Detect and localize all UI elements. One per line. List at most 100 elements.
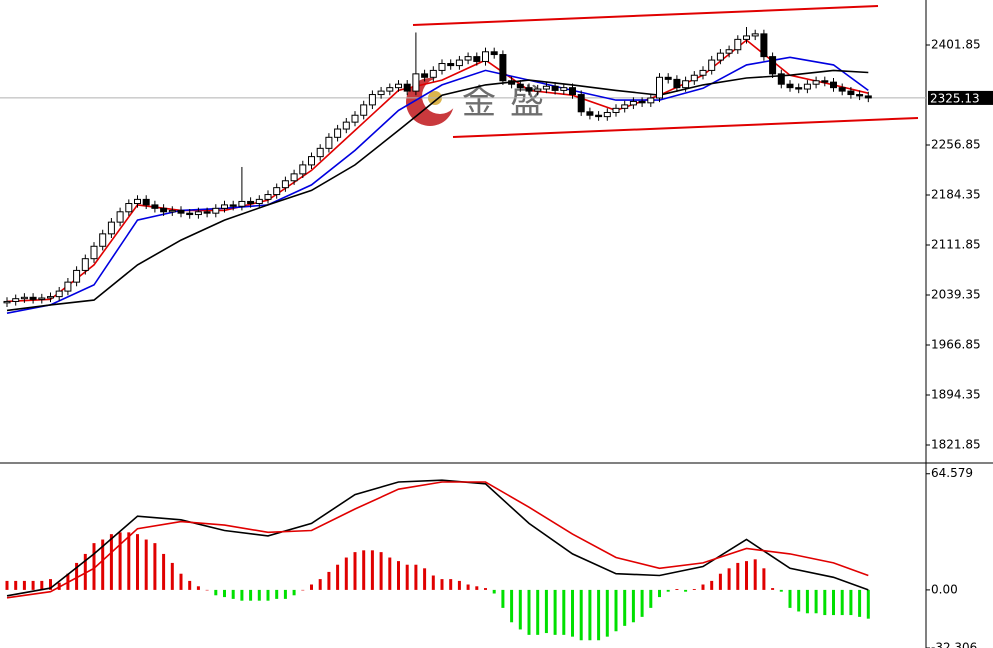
histogram-bar	[362, 550, 366, 590]
candle-body	[534, 88, 542, 92]
histogram-bar	[49, 579, 52, 590]
histogram-bar	[649, 589, 653, 608]
histogram-bar	[544, 589, 548, 634]
y-tick-label: 2039.35	[931, 288, 981, 302]
candle-body	[647, 97, 655, 104]
histogram-bar	[597, 589, 601, 641]
candle-body	[316, 147, 324, 158]
histogram-bar	[771, 588, 775, 590]
histogram-bar	[501, 589, 505, 608]
histogram-bar	[162, 553, 166, 590]
y-tick-label: 64.579	[931, 466, 973, 480]
candle-body	[308, 156, 315, 166]
histogram-bar	[388, 557, 392, 590]
histogram-bar	[823, 589, 827, 616]
candle-body	[238, 200, 246, 207]
candle-body	[656, 76, 663, 99]
histogram-bar	[127, 532, 131, 590]
histogram-bar	[240, 589, 244, 601]
histogram-bar	[336, 564, 340, 590]
candle-body	[342, 121, 350, 130]
histogram-bar	[301, 589, 305, 591]
histogram-bar	[588, 589, 592, 641]
histogram-bar	[353, 552, 357, 590]
candle-body	[125, 203, 133, 213]
histogram-bar	[849, 589, 853, 616]
histogram-bar	[536, 589, 540, 635]
histogram-bar	[701, 584, 705, 590]
candle-body	[821, 80, 829, 83]
y-tick-label: -32.306	[931, 641, 977, 648]
candle-body	[20, 296, 28, 300]
candle-body	[29, 296, 37, 300]
histogram-bar	[466, 584, 470, 590]
histogram-bar	[310, 584, 313, 590]
histogram-bar	[223, 589, 226, 598]
candle-body	[603, 111, 611, 118]
histogram-bar	[318, 579, 322, 590]
candle-body	[90, 245, 98, 260]
candle-body	[421, 73, 429, 78]
indicator-line	[6, 481, 869, 599]
candle-body	[690, 74, 698, 82]
candle-body	[795, 87, 803, 90]
histogram-bar	[205, 589, 209, 591]
y-tick-label: 1821.85	[931, 438, 981, 452]
histogram-bar	[675, 588, 679, 590]
histogram-bar	[666, 589, 670, 592]
histogram-bar	[562, 589, 566, 635]
candle-body	[160, 207, 168, 213]
candle-body	[516, 83, 524, 89]
candle-body	[716, 52, 724, 61]
histogram-bar	[423, 568, 427, 590]
histogram-bar	[292, 589, 296, 596]
candle-body	[395, 83, 402, 89]
histogram-bar	[414, 564, 418, 590]
candle-body	[856, 94, 864, 97]
candle-body	[168, 209, 176, 213]
candle-body	[386, 87, 394, 92]
histogram-bar	[658, 589, 661, 598]
candle-body	[229, 204, 237, 207]
candle-body	[255, 198, 263, 205]
histogram-bar	[579, 589, 583, 641]
candle-body	[3, 300, 11, 304]
candle-body	[99, 233, 107, 247]
candle-body	[351, 114, 359, 123]
histogram-bar	[571, 589, 574, 637]
candle-body	[81, 258, 89, 271]
candle-body	[186, 212, 194, 216]
candle-body	[290, 173, 298, 182]
candle-body	[803, 83, 811, 90]
histogram-bar	[231, 589, 235, 599]
channel-lower	[452, 117, 919, 138]
histogram-bar	[118, 532, 122, 590]
candle-body	[629, 100, 637, 106]
candle-body	[107, 221, 115, 235]
last-price-box	[928, 90, 993, 105]
y-tick-label: 1894.35	[931, 388, 981, 402]
candle-body	[299, 164, 307, 175]
candle-body	[47, 296, 54, 299]
candle-body	[281, 180, 289, 189]
candle-body	[612, 107, 620, 113]
histogram-bar	[214, 589, 218, 596]
histogram-bar	[101, 539, 105, 590]
histogram-bar	[614, 589, 618, 632]
candle-body	[838, 87, 846, 92]
candle-body	[142, 198, 150, 206]
channel-upper	[412, 5, 879, 26]
candle-body	[12, 298, 20, 302]
candle-body	[769, 56, 777, 75]
candle-body	[447, 63, 455, 67]
candle-body	[760, 33, 768, 58]
histogram-bar	[779, 589, 783, 592]
candle-body	[490, 51, 498, 56]
candle-body	[664, 76, 672, 80]
histogram-bar	[179, 573, 183, 590]
candle-body	[560, 87, 568, 91]
candle-body	[368, 94, 376, 106]
candle-body	[264, 194, 272, 200]
histogram-bar	[327, 571, 331, 590]
histogram-bar	[22, 580, 26, 590]
